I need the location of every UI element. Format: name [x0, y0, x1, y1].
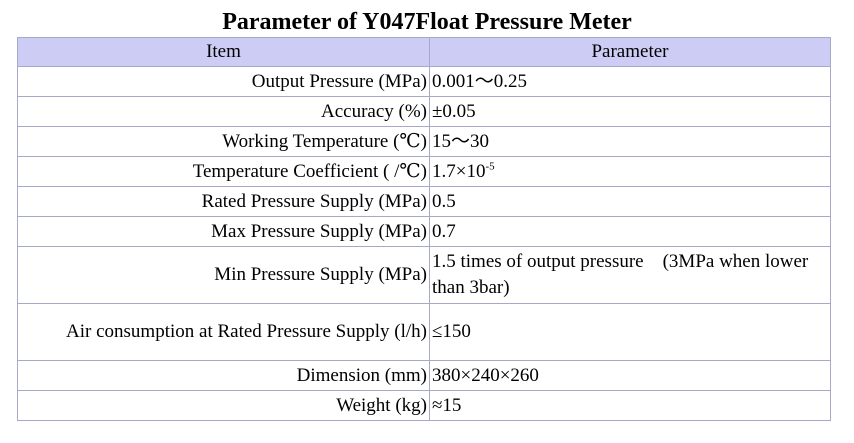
row-parameter-value: 380×240×260 — [429, 360, 831, 391]
table-row: Accuracy (%) ±0.05 — [17, 96, 831, 127]
table-row: Weight (kg) ≈15 — [17, 390, 831, 421]
row-item-label: Output Pressure (MPa) — [17, 66, 430, 97]
table-row: Air consumption at Rated Pressure Supply… — [17, 303, 831, 361]
value-text: 1.5 times of output pressure (3MPa when … — [432, 251, 809, 298]
parameter-table: Item Parameter Output Pressure (MPa) 0.0… — [17, 37, 831, 421]
row-parameter-value: 1.5 times of output pressure (3MPa when … — [429, 246, 831, 304]
row-item-label: Weight (kg) — [17, 390, 430, 421]
row-parameter-value: 15～30 — [429, 126, 831, 157]
row-parameter-value: ≤150 — [429, 303, 831, 361]
row-item-label: Dimension (mm) — [17, 360, 430, 391]
item-text: Air consumption at Rated Pressure Supply… — [66, 321, 427, 342]
table-row: Min Pressure Supply (MPa) 1.5 times of o… — [17, 246, 831, 304]
row-item-label: Rated Pressure Supply (MPa) — [17, 186, 430, 217]
row-item-label: Accuracy (%) — [17, 96, 430, 127]
page-title: Parameter of Y047Float Pressure Meter — [222, 9, 632, 35]
row-item-label: Max Pressure Supply (MPa) — [17, 216, 430, 247]
value-exponent: -5 — [485, 160, 495, 173]
table-row: Working Temperature (℃) 15～30 — [17, 126, 831, 157]
row-parameter-value: 1.7×10-5 — [429, 156, 831, 187]
row-item-label: Working Temperature (℃) — [17, 126, 430, 157]
column-header-item: Item — [17, 37, 430, 67]
row-parameter-value: ≈15 — [429, 390, 831, 421]
table-row: Rated Pressure Supply (MPa) 0.5 — [17, 186, 831, 217]
row-item-label: Air consumption at Rated Pressure Supply… — [17, 303, 430, 361]
row-parameter-value: 0.001～0.25 — [429, 66, 831, 97]
row-parameter-value: ±0.05 — [429, 96, 831, 127]
row-parameter-value: 0.5 — [429, 186, 831, 217]
table-row: Temperature Coefficient ( /℃) 1.7×10-5 — [17, 156, 831, 187]
row-parameter-value: 0.7 — [429, 216, 831, 247]
table-row: Output Pressure (MPa) 0.001～0.25 — [17, 66, 831, 97]
value-base: 1.7×10 — [432, 160, 486, 182]
table-row: Max Pressure Supply (MPa) 0.7 — [17, 216, 831, 247]
row-item-label: Temperature Coefficient ( /℃) — [17, 156, 430, 187]
column-header-parameter: Parameter — [429, 37, 831, 67]
table-row: Dimension (mm) 380×240×260 — [17, 360, 831, 391]
row-item-label: Min Pressure Supply (MPa) — [17, 246, 430, 304]
table-header-row: Item Parameter — [17, 37, 831, 67]
